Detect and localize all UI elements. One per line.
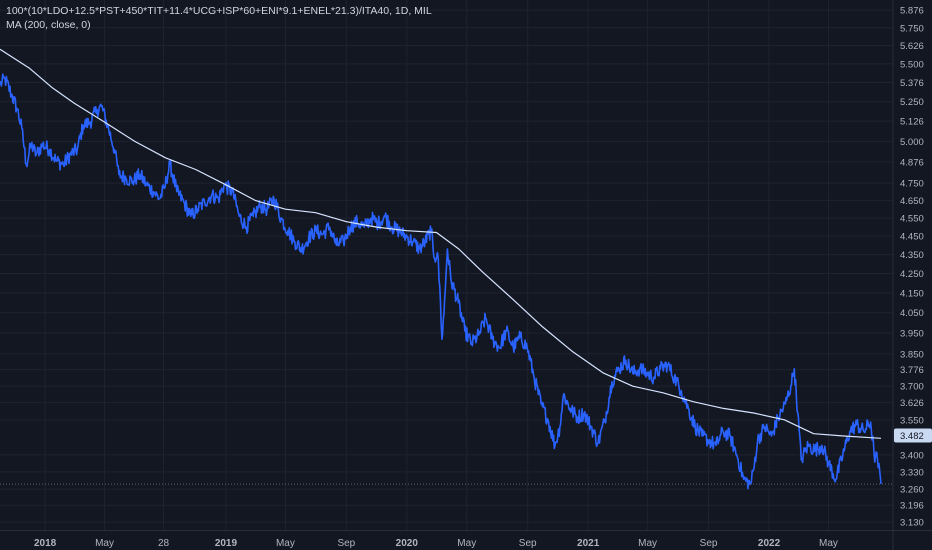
chart-legend: 100*(10*LDO+12.5*PST+450*TIT+11.4*UCG+IS…	[6, 4, 432, 32]
y-tick-label: 5.126	[900, 117, 924, 128]
x-tick-label: May	[819, 538, 838, 549]
y-tick-label: 5.750	[900, 23, 924, 34]
x-tick-label: 2020	[396, 538, 419, 549]
y-tick-label: 3.700	[900, 382, 924, 393]
symbol-title[interactable]: 100*(10*LDO+12.5*PST+450*TIT+11.4*UCG+IS…	[6, 5, 432, 17]
y-tick-label: 4.450	[900, 232, 924, 243]
y-tick-label: 5.250	[900, 97, 924, 108]
last-price-label: 3.482	[900, 431, 924, 442]
y-tick-label: 3.950	[900, 329, 924, 340]
x-tick-label: 2018	[34, 538, 57, 549]
y-tick-label: 4.550	[900, 214, 924, 225]
x-tick-label: Sep	[519, 538, 537, 549]
y-tick-label: 4.050	[900, 308, 924, 319]
price-series-line	[0, 73, 882, 490]
y-tick-label: 5.876	[900, 6, 924, 17]
x-tick-label: Sep	[700, 538, 718, 549]
y-tick-label: 3.260	[900, 485, 924, 496]
x-tick-label: 2022	[758, 538, 781, 549]
last-price-badge	[894, 428, 932, 443]
x-tick-label: May	[95, 538, 114, 549]
indicator-label[interactable]: MA (200, close, 0)	[6, 19, 91, 31]
y-tick-label: 3.850	[900, 349, 924, 360]
y-tick-label: 5.376	[900, 78, 924, 89]
x-tick-label: 2019	[215, 538, 238, 549]
x-tick-label: May	[638, 538, 657, 549]
y-tick-label: 3.330	[900, 467, 924, 478]
y-tick-label: 4.650	[900, 196, 924, 207]
x-tick-label: May	[457, 538, 476, 549]
y-tick-label: 5.626	[900, 41, 924, 52]
y-tick-label: 4.750	[900, 179, 924, 190]
y-tick-label: 3.130	[900, 518, 924, 529]
y-tick-label: 4.150	[900, 288, 924, 299]
y-tick-label: 5.000	[900, 137, 924, 148]
y-tick-label: 4.350	[900, 250, 924, 261]
y-tick-label: 5.500	[900, 59, 924, 70]
y-tick-label: 3.626	[900, 398, 924, 409]
y-tick-label: 4.250	[900, 269, 924, 280]
y-tick-label: 4.876	[900, 157, 924, 168]
x-tick-label: May	[276, 538, 295, 549]
x-tick-label: Sep	[337, 538, 355, 549]
x-tick-label: 2021	[577, 538, 600, 549]
y-tick-label: 3.776	[900, 365, 924, 376]
y-tick-label: 3.400	[900, 450, 924, 461]
y-tick-label: 3.196	[900, 501, 924, 512]
y-tick-label: 3.550	[900, 415, 924, 426]
ma-series-line	[0, 48, 882, 439]
x-tick-label: 28	[158, 538, 170, 549]
